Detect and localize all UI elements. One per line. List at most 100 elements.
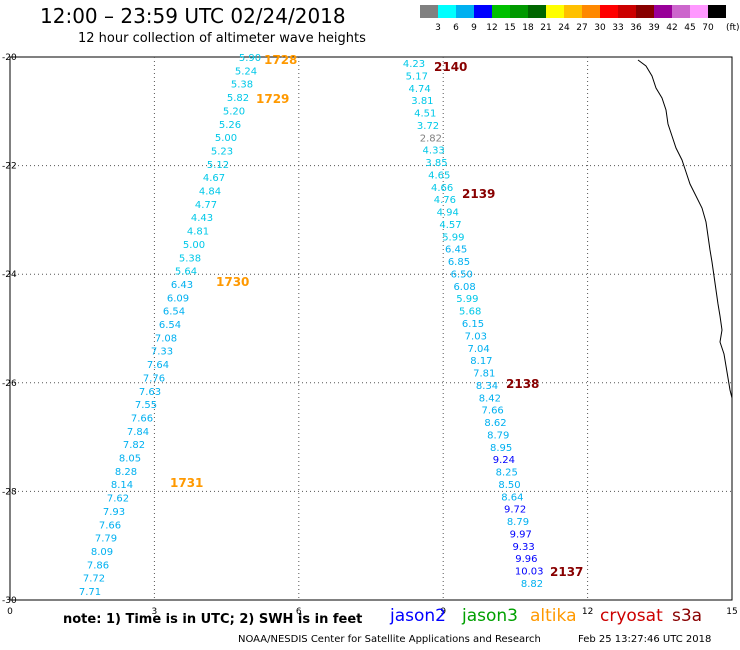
wave-height-value: 8.34 bbox=[476, 381, 498, 392]
wave-height-value: 6.54 bbox=[163, 307, 185, 318]
wave-height-value: 5.90 bbox=[239, 53, 261, 64]
wave-height-value: 4.51 bbox=[414, 109, 436, 120]
wave-height-value: 5.82 bbox=[227, 93, 249, 104]
wave-height-value: 4.43 bbox=[191, 213, 213, 224]
wave-height-value: 5.24 bbox=[235, 66, 257, 77]
wave-height-value: 4.23 bbox=[403, 59, 425, 70]
wave-height-value: 5.00 bbox=[215, 133, 237, 144]
wave-height-value: 4.76 bbox=[434, 195, 456, 206]
wave-height-value: 6.45 bbox=[445, 245, 467, 256]
wave-height-value: 5.68 bbox=[459, 307, 481, 318]
color-scale-swatch bbox=[636, 5, 654, 18]
wave-height-value: 4.67 bbox=[203, 173, 225, 184]
latitude-label: -24 bbox=[2, 270, 17, 280]
color-scale-label: 39 bbox=[648, 23, 660, 33]
wave-height-value: 5.38 bbox=[179, 253, 201, 264]
wave-height-value: 8.09 bbox=[91, 547, 113, 558]
wave-height-value: 5.12 bbox=[207, 160, 229, 171]
color-scale-swatch bbox=[510, 5, 528, 18]
footer-credit: NOAA/NESDIS Center for Satellite Applica… bbox=[238, 634, 541, 645]
wave-height-value: 5.23 bbox=[211, 146, 233, 157]
legend-altika: altika bbox=[530, 606, 577, 626]
color-scale-label: 18 bbox=[522, 23, 534, 33]
color-scale-swatch bbox=[582, 5, 600, 18]
wave-height-value: 7.66 bbox=[131, 413, 153, 424]
wave-height-value: 7.64 bbox=[147, 360, 169, 371]
wave-height-value: 5.99 bbox=[456, 294, 478, 305]
color-scale-swatch bbox=[420, 5, 438, 18]
legend-s3a: s3a bbox=[672, 606, 703, 626]
map-frame bbox=[9, 56, 733, 601]
color-scale-label: 3 bbox=[435, 23, 441, 33]
wave-height-value: 4.81 bbox=[187, 227, 209, 238]
color-scale-swatch bbox=[600, 5, 618, 18]
wave-height-value: 8.95 bbox=[490, 443, 512, 454]
longitude-label: 9 bbox=[440, 607, 446, 617]
latitude-label: -22 bbox=[2, 162, 17, 172]
color-scale-swatch bbox=[546, 5, 564, 18]
wave-height-value: 6.15 bbox=[462, 319, 484, 330]
wave-height-value: 8.62 bbox=[484, 418, 506, 429]
color-scale-swatch bbox=[438, 5, 456, 18]
wave-height-value: 7.84 bbox=[127, 427, 149, 438]
wave-height-value: 7.63 bbox=[139, 387, 161, 398]
wave-height-value: 4.33 bbox=[423, 146, 445, 157]
color-scale-label: 6 bbox=[453, 23, 459, 33]
color-scale-label: 30 bbox=[594, 23, 606, 33]
footer-note: note: 1) Time is in UTC; 2) SWH is in fe… bbox=[63, 612, 363, 627]
wave-height-value: 7.66 bbox=[99, 520, 121, 531]
color-scale-label: 21 bbox=[540, 23, 552, 33]
wave-height-value: 7.62 bbox=[107, 494, 129, 505]
track-time-label: 2140 bbox=[434, 60, 467, 74]
map-title: 12:00 – 23:59 UTC 02/24/2018 bbox=[40, 4, 346, 28]
wave-height-value: 8.25 bbox=[496, 468, 518, 479]
wave-height-value: 7.93 bbox=[103, 507, 125, 518]
wave-height-value: 4.74 bbox=[408, 84, 430, 95]
wave-height-value: 7.81 bbox=[473, 369, 495, 380]
wave-height-value: 7.55 bbox=[135, 400, 157, 411]
wave-height-value: 5.20 bbox=[223, 106, 245, 117]
color-scale-unit: (ft) bbox=[726, 23, 740, 33]
wave-height-value: 7.66 bbox=[482, 406, 504, 417]
wave-height-value: 4.77 bbox=[195, 200, 217, 211]
wave-height-value: 5.17 bbox=[406, 71, 428, 82]
wave-height-value: 7.04 bbox=[467, 344, 489, 355]
color-scale-swatch bbox=[690, 5, 708, 18]
wave-height-value: 6.50 bbox=[451, 269, 473, 280]
wave-height-value: 8.50 bbox=[498, 480, 520, 491]
color-scale-label: 42 bbox=[666, 23, 678, 33]
color-scale-label: 36 bbox=[630, 23, 642, 33]
wave-height-value: 4.65 bbox=[428, 170, 450, 181]
wave-height-value: 9.24 bbox=[493, 455, 515, 466]
color-scale-label: 12 bbox=[486, 23, 498, 33]
wave-height-value: 4.57 bbox=[439, 220, 461, 231]
color-scale-swatch bbox=[492, 5, 510, 18]
color-scale-label: 15 bbox=[504, 23, 516, 33]
color-scale-label: 27 bbox=[576, 23, 588, 33]
wave-height-value: 8.64 bbox=[501, 492, 523, 503]
wave-height-value: 8.82 bbox=[521, 579, 543, 590]
track-time-label: 1728 bbox=[264, 53, 297, 67]
color-scale-swatch bbox=[456, 5, 474, 18]
wave-height-value: 7.33 bbox=[151, 347, 173, 358]
wave-height-value: 7.71 bbox=[79, 587, 101, 598]
latitude-label: -20 bbox=[2, 53, 17, 63]
wave-height-value: 6.08 bbox=[453, 282, 475, 293]
wave-height-value: 8.17 bbox=[470, 356, 492, 367]
longitude-label: 3 bbox=[152, 607, 158, 617]
wave-height-value: 3.85 bbox=[425, 158, 447, 169]
wave-height-value: 4.94 bbox=[437, 208, 459, 219]
wave-height-value: 5.26 bbox=[219, 120, 241, 131]
legend-cryosat: cryosat bbox=[600, 606, 663, 626]
color-scale-swatch bbox=[618, 5, 636, 18]
wave-height-value: 3.72 bbox=[417, 121, 439, 132]
latitude-label: -28 bbox=[2, 487, 17, 497]
wave-height-value: 7.82 bbox=[123, 440, 145, 451]
wave-height-value: 7.76 bbox=[143, 373, 165, 384]
footer-timestamp: Feb 25 13:27:46 UTC 2018 bbox=[578, 634, 712, 645]
latitude-label: -26 bbox=[2, 379, 17, 389]
legend-jason3: jason3 bbox=[462, 606, 518, 626]
wave-height-value: 8.28 bbox=[115, 467, 137, 478]
color-scale-label: 9 bbox=[471, 23, 477, 33]
